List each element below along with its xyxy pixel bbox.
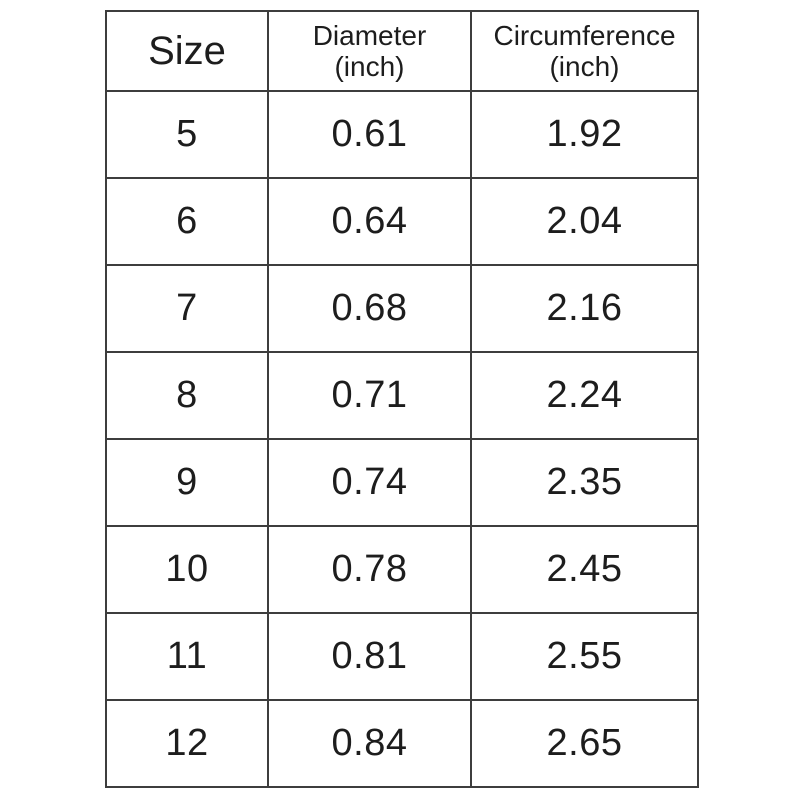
diameter-cell: 0.74 (267, 438, 472, 527)
diameter-cell: 0.68 (267, 264, 472, 353)
circumference-cell: 2.35 (470, 438, 699, 527)
table-row: 10 0.78 2.45 (105, 525, 699, 614)
ring-size-table: Size Diameter (inch) Circumference (inch… (105, 10, 699, 788)
diameter-cell: 0.81 (267, 612, 472, 701)
col-header-size: Size (105, 10, 269, 92)
table-row: 7 0.68 2.16 (105, 264, 699, 353)
circumference-cell: 2.04 (470, 177, 699, 266)
circumference-cell: 2.55 (470, 612, 699, 701)
table-row: 12 0.84 2.65 (105, 699, 699, 788)
col-header-circumference-label: Circumference (493, 19, 676, 51)
col-header-diameter: Diameter (inch) (267, 10, 472, 92)
circumference-cell: 2.65 (470, 699, 699, 788)
size-cell: 11 (105, 612, 269, 701)
size-cell: 8 (105, 351, 269, 440)
diameter-cell: 0.71 (267, 351, 472, 440)
col-header-size-label: Size (148, 29, 226, 73)
table-row: 8 0.71 2.24 (105, 351, 699, 440)
size-cell: 7 (105, 264, 269, 353)
circumference-cell: 2.45 (470, 525, 699, 614)
col-header-diameter-unit: (inch) (334, 51, 405, 82)
diameter-cell: 0.64 (267, 177, 472, 266)
col-header-circumference-unit: (inch) (549, 51, 620, 82)
diameter-cell: 0.78 (267, 525, 472, 614)
size-cell: 5 (105, 90, 269, 179)
col-header-circumference: Circumference (inch) (470, 10, 699, 92)
table-row: 5 0.61 1.92 (105, 90, 699, 179)
size-cell: 12 (105, 699, 269, 788)
diameter-cell: 0.61 (267, 90, 472, 179)
circumference-cell: 2.24 (470, 351, 699, 440)
table-header-row: Size Diameter (inch) Circumference (inch… (105, 10, 699, 92)
table-row: 6 0.64 2.04 (105, 177, 699, 266)
table-row: 11 0.81 2.55 (105, 612, 699, 701)
circumference-cell: 1.92 (470, 90, 699, 179)
diameter-cell: 0.84 (267, 699, 472, 788)
col-header-diameter-label: Diameter (312, 19, 427, 51)
table-row: 9 0.74 2.35 (105, 438, 699, 527)
size-cell: 10 (105, 525, 269, 614)
circumference-cell: 2.16 (470, 264, 699, 353)
size-cell: 6 (105, 177, 269, 266)
size-cell: 9 (105, 438, 269, 527)
